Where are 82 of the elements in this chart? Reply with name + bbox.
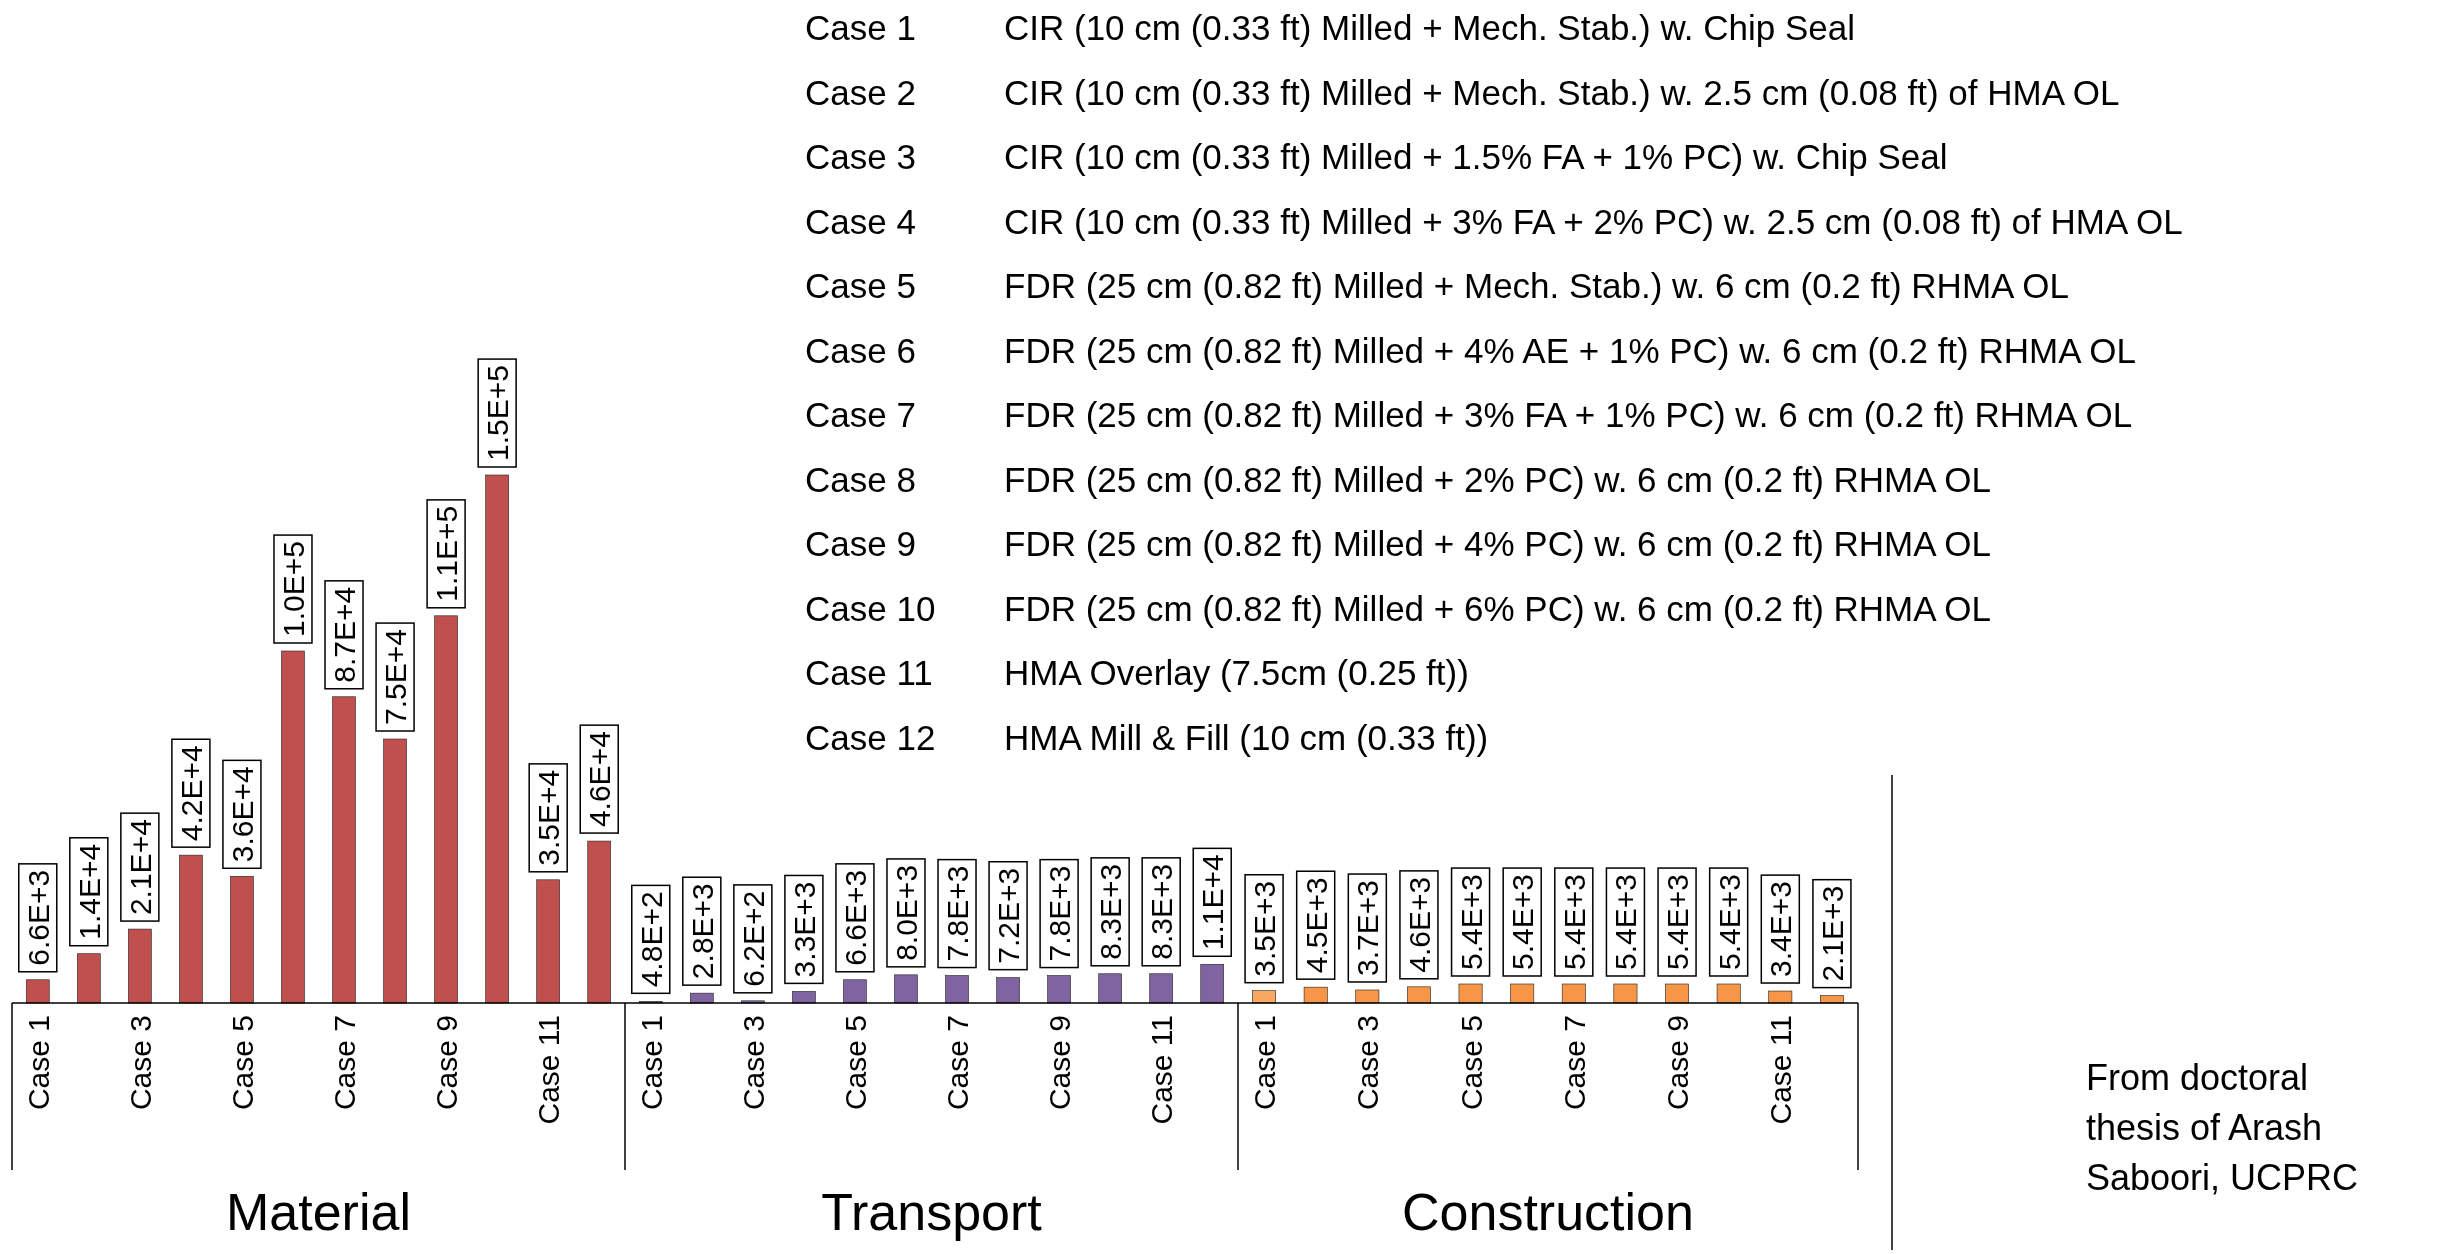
data-label: 2.1E+4 [123,819,157,916]
x-tick-label: Case 9 [1661,1015,1695,1111]
data-label: 4.2E+4 [174,745,208,842]
x-tick-label: Case 1 [634,1015,668,1111]
data-label: 3.5E+4 [532,769,566,866]
data-label: 2.1E+3 [1815,885,1849,982]
text: FDR (25 cm (0.82 ft) Milled + 4% PC) w. 6 cm (0.2 ft) RHMA OL [1004,524,1992,564]
data-label: 5.4E+3 [1712,874,1746,970]
text: Case 6 [805,330,916,370]
data-label: 1.1E+5 [430,505,464,602]
data-label: 1.1E+4 [1196,854,1230,951]
data-label: 4.5E+3 [1299,877,1333,974]
text: Case 7 [805,395,916,435]
data-label: 6.6E+3 [838,869,872,966]
x-axis-title: Transport [821,1183,1043,1241]
text: FDR (25 cm (0.82 ft) Milled + 4% AE + 1% PC) w. 6 cm (0.2 ft) RHMA OL [1004,330,2136,370]
data-label: 7.2E+3 [992,867,1026,964]
text: FDR (25 cm (0.82 ft) Milled + 3% FA + 1% PC) w. 6 cm (0.2 ft) RHMA OL [1004,395,2133,435]
text: Case 5 [805,266,916,306]
text: Case 11 [805,653,933,693]
text: HMA Mill & Fill (10 cm (0.33 ft)) [1004,717,1489,757]
x-tick-label: Case 11 [1145,1015,1179,1125]
data-label: 7.8E+3 [1043,865,1077,962]
data-label: 5.4E+3 [1557,874,1591,970]
x-tick-label: Case 5 [838,1015,872,1111]
data-label: 3.6E+4 [225,766,259,863]
data-label: 8.3E+3 [1145,863,1179,960]
x-tick-label: Case 7 [328,1015,362,1111]
x-tick-label: Case 3 [123,1015,157,1111]
x-tick-label: Case 5 [1454,1015,1488,1111]
x-tick-label: Case 3 [736,1015,770,1111]
data-label: 4.6E+4 [583,731,617,828]
x-tick-label: Case 5 [225,1015,259,1111]
x-tick-label: Case 9 [430,1015,464,1111]
text: Case 12 [805,717,936,757]
x-tick-label: Case 11 [532,1015,566,1125]
data-label: 3.3E+3 [787,881,821,978]
text: Case 10 [805,588,936,628]
data-label: 6.2E+2 [736,890,770,987]
text: CIR (10 cm (0.33 ft) Milled + 1.5% FA + 1% PC) w. Chip Seal [1004,137,1948,177]
data-label: 3.5E+3 [1248,880,1282,977]
text: CIR (10 cm (0.33 ft) Milled + Mech. Stab.) w. 2.5 cm (0.08 ft) of HMA OL [1004,72,2120,112]
x-tick-label: Case 7 [941,1015,975,1111]
data-label: 5.4E+3 [1661,874,1695,970]
text: Case 2 [805,72,916,112]
text: Case 8 [805,459,916,499]
text: FDR (25 cm (0.82 ft) Milled + 2% PC) w. 6 cm (0.2 ft) RHMA OL [1004,459,1992,499]
data-label: 8.0E+3 [889,864,923,961]
data-label: 4.8E+2 [634,891,668,988]
text: From doctoral thesis of Arash Saboori, UCPRC [2086,1057,2359,1198]
data-label: 5.4E+3 [1609,874,1643,970]
data-label: 3.4E+3 [1764,881,1798,978]
x-tick-label: Case 9 [1043,1015,1077,1111]
x-tick-label: Case 3 [1351,1015,1385,1111]
text: Case 9 [805,524,916,564]
x-tick-label: Case 7 [1557,1015,1591,1111]
data-label: 7.8E+3 [941,865,975,962]
data-label: 5.4E+3 [1454,874,1488,970]
text: HMA Overlay (7.5cm (0.25 ft)) [1004,653,1469,693]
x-tick-label: Case 1 [1248,1015,1282,1111]
text: CIR (10 cm (0.33 ft) Milled + Mech. Stab.) w. Chip Seal [1004,8,1856,48]
data-label: 6.6E+3 [21,869,55,966]
text: FDR (25 cm (0.82 ft) Milled + 6% PC) w. 6 cm (0.2 ft) RHMA OL [1004,588,1992,628]
data-label: 5.4E+3 [1506,874,1540,970]
text: Case 4 [805,201,916,241]
text: Case 1 [805,8,916,48]
text: Case 3 [805,137,916,177]
data-label: 8.7E+4 [328,586,362,683]
data-label: 1.5E+5 [481,365,515,461]
x-axis-title: Construction [1402,1183,1694,1241]
x-tick-label: Case 11 [1764,1015,1798,1125]
data-label: 7.5E+4 [379,629,413,725]
data-label: 4.6E+3 [1402,876,1436,973]
x-axis-title: Material [226,1183,411,1241]
text: FDR (25 cm (0.82 ft) Milled + Mech. Stab.) w. 6 cm (0.2 ft) RHMA OL [1004,266,2069,306]
data-label: 1.4E+4 [72,843,106,940]
text: CIR (10 cm (0.33 ft) Milled + 3% FA + 2% PC) w. 2.5 cm (0.08 ft) of HMA OL [1004,201,2183,241]
data-label: 3.7E+3 [1351,880,1385,976]
data-label: 2.8E+3 [685,883,719,980]
x-tick-label: Case 1 [21,1015,55,1111]
data-label: 1.0E+5 [276,541,310,637]
data-label: 8.3E+3 [1094,863,1128,960]
